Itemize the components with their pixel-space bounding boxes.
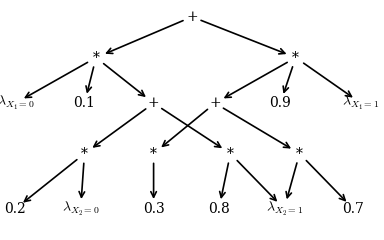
Text: $\lambda_{X_2=0}$: $\lambda_{X_2=0}$ bbox=[62, 200, 99, 218]
Text: *: * bbox=[296, 147, 303, 161]
Text: *: * bbox=[292, 51, 299, 65]
Text: 0.7: 0.7 bbox=[343, 202, 364, 216]
Text: $\lambda_{X_1=1}$: $\lambda_{X_1=1}$ bbox=[343, 94, 379, 112]
Text: $\lambda_{X_2=1}$: $\lambda_{X_2=1}$ bbox=[266, 200, 303, 218]
Text: 0.9: 0.9 bbox=[270, 96, 291, 110]
Text: *: * bbox=[93, 51, 99, 65]
Text: +: + bbox=[148, 96, 159, 110]
Text: +: + bbox=[186, 10, 198, 24]
Text: +: + bbox=[209, 96, 221, 110]
Text: 0.1: 0.1 bbox=[74, 96, 95, 110]
Text: $\lambda_{X_1=0}$: $\lambda_{X_1=0}$ bbox=[0, 94, 34, 112]
Text: *: * bbox=[227, 147, 234, 161]
Text: 0.3: 0.3 bbox=[143, 202, 164, 216]
Text: 0.8: 0.8 bbox=[208, 202, 230, 216]
Text: *: * bbox=[150, 147, 157, 161]
Text: 0.2: 0.2 bbox=[5, 202, 26, 216]
Text: *: * bbox=[81, 147, 88, 161]
